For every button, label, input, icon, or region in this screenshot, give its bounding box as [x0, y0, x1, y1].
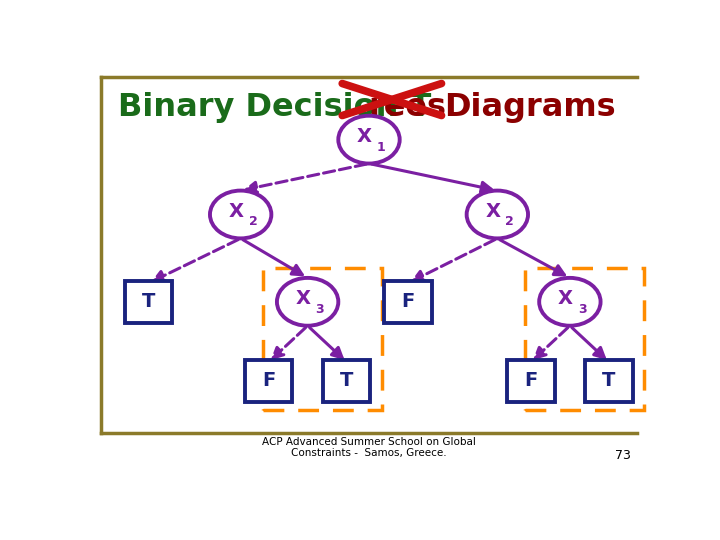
- Text: X: X: [558, 289, 573, 308]
- Text: 1: 1: [377, 140, 386, 153]
- Text: 73: 73: [616, 449, 631, 462]
- FancyBboxPatch shape: [585, 360, 633, 402]
- Text: F: F: [524, 372, 537, 390]
- Text: X: X: [485, 201, 500, 221]
- Text: X: X: [296, 289, 310, 308]
- Ellipse shape: [467, 191, 528, 238]
- Text: 2: 2: [505, 215, 514, 228]
- Text: 3: 3: [578, 303, 587, 316]
- Text: Constraints -  Samos, Greece.: Constraints - Samos, Greece.: [291, 448, 447, 458]
- Text: 3: 3: [315, 303, 324, 316]
- Text: 2: 2: [248, 215, 257, 228]
- FancyBboxPatch shape: [245, 360, 292, 402]
- Ellipse shape: [210, 191, 271, 238]
- Text: ACP Advanced Summer School on Global: ACP Advanced Summer School on Global: [262, 436, 476, 447]
- Text: F: F: [402, 292, 415, 311]
- Text: F: F: [262, 372, 275, 390]
- Text: rees: rees: [368, 92, 446, 123]
- Ellipse shape: [277, 278, 338, 326]
- Ellipse shape: [338, 116, 400, 164]
- Text: T: T: [340, 372, 354, 390]
- Text: Diagrams: Diagrams: [444, 92, 616, 123]
- Text: X: X: [357, 127, 372, 146]
- Ellipse shape: [539, 278, 600, 326]
- FancyBboxPatch shape: [125, 281, 172, 322]
- FancyBboxPatch shape: [507, 360, 554, 402]
- FancyBboxPatch shape: [384, 281, 432, 322]
- Text: T: T: [142, 292, 156, 311]
- Text: Binary Decision T: Binary Decision T: [118, 92, 431, 123]
- Text: X: X: [229, 201, 243, 221]
- Text: T: T: [602, 372, 616, 390]
- FancyBboxPatch shape: [323, 360, 370, 402]
